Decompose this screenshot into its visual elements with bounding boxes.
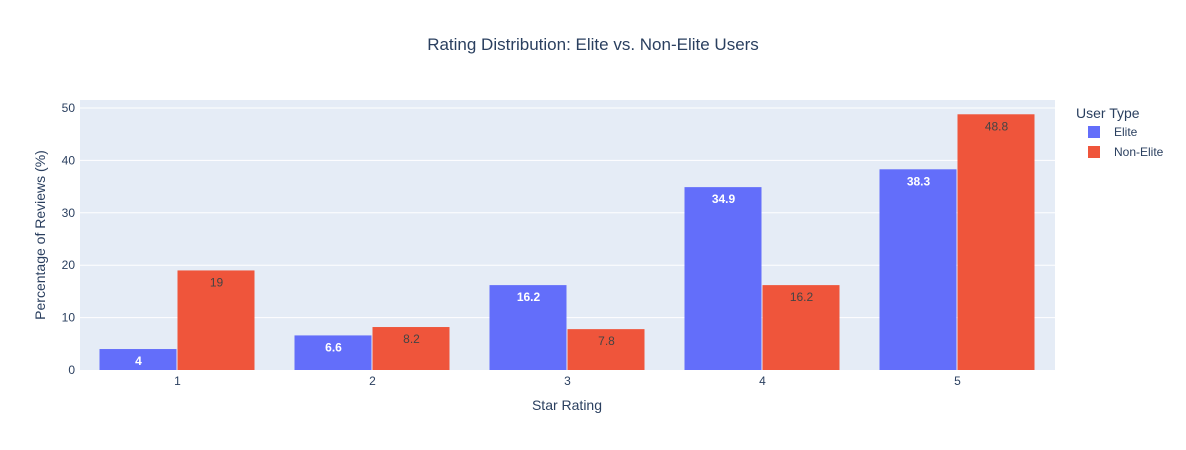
y-tick-label: 40 <box>62 153 76 167</box>
bar-value-label: 16.2 <box>790 290 814 304</box>
bar-non-elite <box>177 270 255 370</box>
bar-elite <box>684 187 762 370</box>
y-tick-label: 10 <box>62 311 76 325</box>
bar-non-elite <box>957 114 1035 371</box>
legend-swatch[interactable] <box>1088 146 1100 158</box>
bar-labels: 4 19 6.6 8.2 16.2 7.8 34.9 16.2 38.3 48.8 <box>135 119 1008 368</box>
x-tick-label: 4 <box>759 374 766 388</box>
bar-value-label: 7.8 <box>598 334 615 348</box>
legend-title: User Type <box>1076 105 1140 121</box>
x-tick-label: 5 <box>954 374 961 388</box>
bar-value-label: 48.8 <box>985 119 1009 133</box>
x-tick-label: 2 <box>369 374 376 388</box>
legend: User Type Elite Non-Elite <box>1076 105 1164 159</box>
x-axis-title: Star Rating <box>532 397 602 413</box>
y-tick-label: 0 <box>68 363 75 377</box>
y-tick-label: 20 <box>62 258 76 272</box>
bar-value-label: 8.2 <box>403 332 420 346</box>
bar-elite <box>294 335 372 370</box>
y-tick-label: 50 <box>62 101 76 115</box>
bar-elite <box>489 285 567 370</box>
bar-elite <box>879 169 957 370</box>
bar-elite <box>99 349 177 370</box>
bar-value-label: 4 <box>135 354 142 368</box>
bar-value-label: 16.2 <box>517 290 541 304</box>
legend-label[interactable]: Elite <box>1114 125 1138 139</box>
bar-non-elite <box>372 327 450 370</box>
bars <box>99 114 1035 371</box>
x-tick-label: 3 <box>564 374 571 388</box>
chart-title: Rating Distribution: Elite vs. Non-Elite… <box>427 35 759 54</box>
x-tick-label: 1 <box>174 374 181 388</box>
bar-value-label: 34.9 <box>712 192 736 206</box>
y-axis-title: Percentage of Reviews (%) <box>32 150 48 320</box>
bar-non-elite <box>567 329 645 370</box>
bar-value-label: 19 <box>210 275 224 289</box>
y-tick-label: 30 <box>62 206 76 220</box>
x-axis-ticks: 1 2 3 4 5 <box>174 374 961 388</box>
legend-swatch[interactable] <box>1088 126 1100 138</box>
bar-value-label: 6.6 <box>325 340 342 354</box>
bar-non-elite <box>762 285 840 370</box>
y-axis-ticks: 0 10 20 30 40 50 <box>62 101 76 377</box>
bar-value-label: 38.3 <box>907 174 931 188</box>
legend-label[interactable]: Non-Elite <box>1114 145 1164 159</box>
